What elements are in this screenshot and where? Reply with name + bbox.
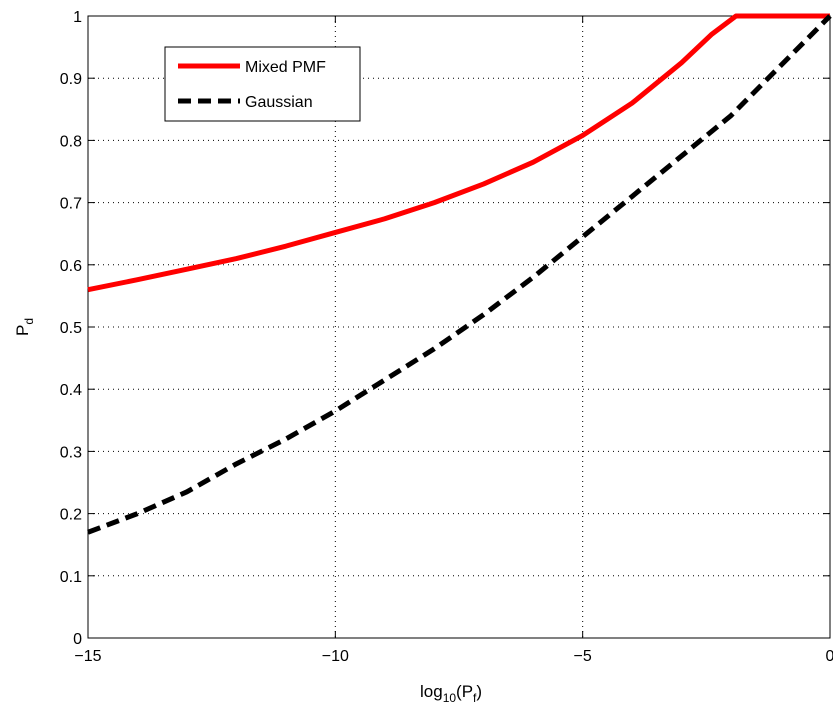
y-axis-label-subscript: d	[22, 318, 36, 325]
legend-label-gaussian: Gaussian	[245, 94, 313, 111]
y-tick-label: 0.5	[60, 320, 82, 337]
y-axis-label: Pd	[13, 318, 36, 336]
y-tick-label: 0.3	[60, 444, 82, 461]
y-tick-label: 0.8	[60, 133, 82, 150]
x-axis-label-psub: f	[473, 691, 477, 705]
x-axis-label-open: (P	[456, 682, 473, 701]
x-tick-label: −15	[74, 648, 101, 665]
y-axis-tick-labels: 0 0.1 0.2 0.3 0.4 0.5 0.6 0.7 0.8 0.9 1	[60, 9, 82, 648]
legend-label-mixed-pmf: Mixed PMF	[245, 59, 326, 76]
y-axis-label-main: P	[13, 325, 32, 336]
x-tick-label: −10	[322, 648, 349, 665]
x-axis-tick-labels: −15 −10 −5 0	[74, 648, 833, 665]
series-line-gaussian	[87, 14, 832, 535]
x-axis-label-close: )	[476, 682, 482, 701]
x-tick-label: −5	[574, 648, 592, 665]
x-axis-label: log10(Pf)	[420, 682, 482, 705]
x-axis-label-base: log	[420, 682, 443, 701]
y-tick-label: 0.1	[60, 569, 82, 586]
legend: Mixed PMF Gaussian	[164, 46, 361, 122]
series-line-mixed-pmf	[87, 13, 830, 293]
x-tick-label: 0	[826, 648, 833, 665]
y-tick-label: 0.7	[60, 196, 82, 213]
y-tick-label: 0.9	[60, 71, 82, 88]
y-tick-label: 0	[73, 631, 82, 648]
y-tick-label: 0.6	[60, 258, 82, 275]
y-tick-label: 0.4	[60, 382, 82, 399]
grid-lines	[88, 16, 830, 638]
x-axis-label-subscript: 10	[443, 691, 457, 705]
y-tick-label: 1	[73, 9, 82, 26]
legend-box	[164, 46, 361, 122]
series-layer	[87, 13, 832, 535]
y-tick-label: 0.2	[60, 507, 82, 524]
